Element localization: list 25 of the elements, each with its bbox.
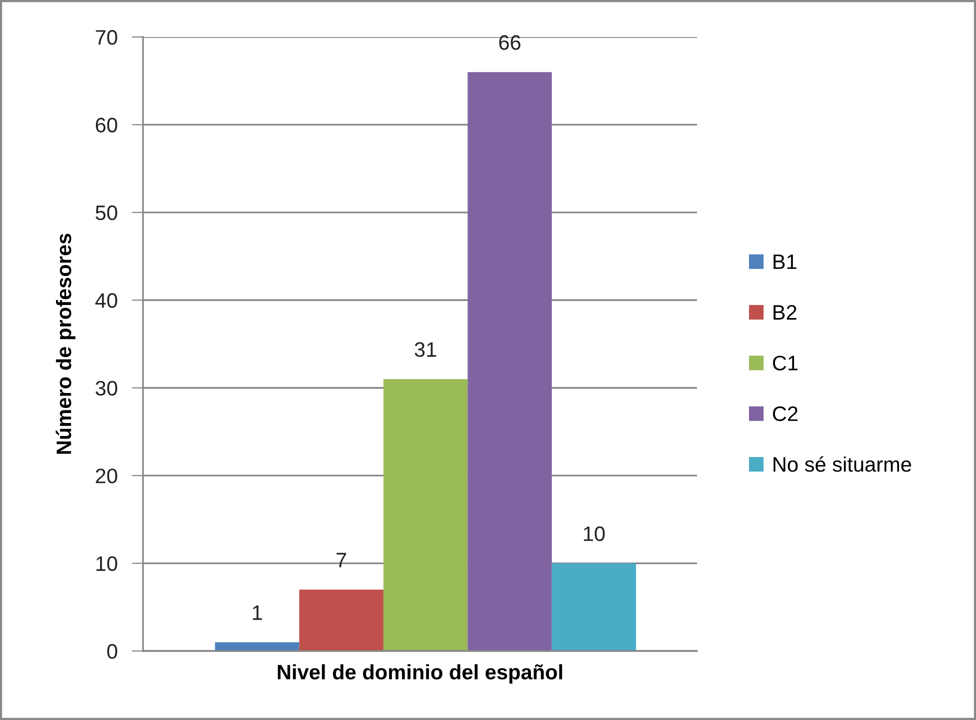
y-tick-label: 10 — [96, 556, 118, 572]
y-tick-label: 20 — [96, 468, 118, 484]
y-tick-label: 30 — [96, 380, 118, 396]
legend-label: C2 — [772, 406, 798, 422]
legend-label: B2 — [774, 305, 796, 320]
y-tick-label: 40 — [95, 293, 118, 308]
y-tick-label: 0 — [107, 644, 118, 659]
legend-label: C1 — [772, 356, 798, 370]
bar — [468, 72, 552, 651]
legend-label: B1 — [774, 254, 796, 269]
data-label: 7 — [336, 552, 346, 568]
y-tick-label: 70 — [96, 30, 118, 45]
x-axis-title: Nivel de dominio del español — [278, 664, 562, 684]
bar — [215, 642, 300, 651]
bar — [383, 379, 468, 651]
data-label: 10 — [584, 526, 605, 542]
bar — [552, 563, 636, 651]
data-label: 1 — [252, 606, 262, 620]
y-axis-title: Número de profesores — [56, 234, 76, 454]
y-tick-label: 60 — [96, 118, 118, 132]
bar — [299, 590, 384, 651]
legend-label: No sé situarme — [774, 456, 912, 472]
y-tick-label: 50 — [96, 205, 118, 220]
data-label: 66 — [499, 35, 520, 50]
data-label: 31 — [414, 342, 436, 357]
